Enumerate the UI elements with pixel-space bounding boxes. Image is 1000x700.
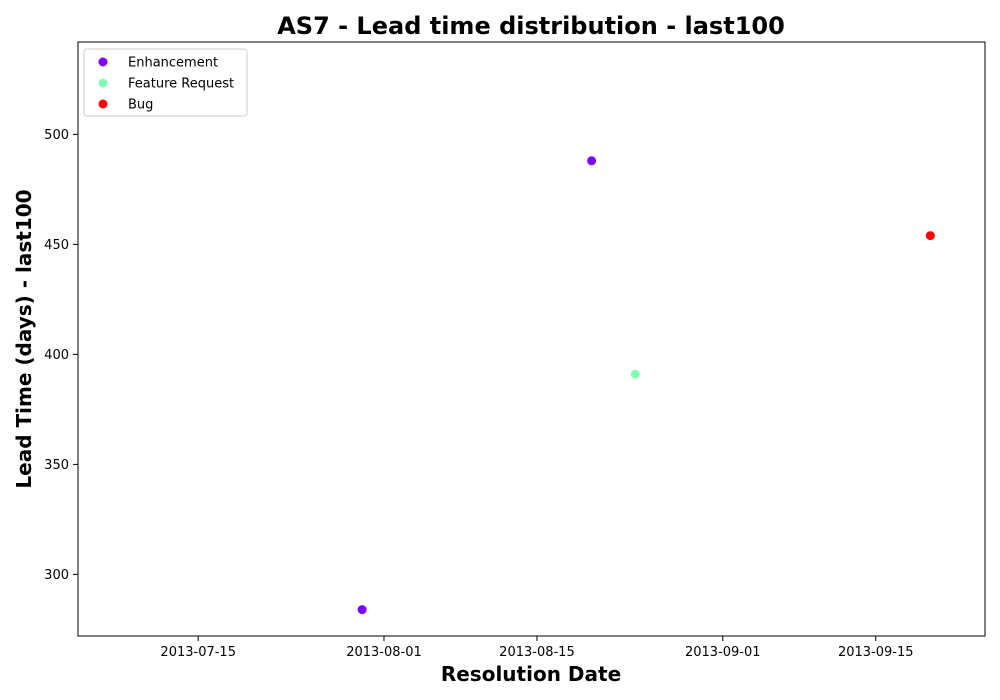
- y-tick-label: 400: [44, 348, 69, 363]
- x-axis-label: Resolution Date: [441, 662, 621, 686]
- data-point: [925, 231, 935, 241]
- y-axis: 300 350 400 450 500: [44, 128, 78, 583]
- data-point: [357, 605, 367, 615]
- legend-label: Enhancement: [128, 56, 218, 71]
- legend-marker: [98, 78, 108, 88]
- legend-box: [83, 48, 248, 117]
- y-tick-label: 450: [44, 238, 69, 253]
- x-tick-label: 2013-09-15: [838, 645, 914, 660]
- y-axis-label: Lead Time (days) - last100: [12, 189, 36, 488]
- y-tick-label: 500: [44, 128, 69, 143]
- plot-area: [77, 41, 986, 637]
- y-tick-label: 350: [44, 458, 69, 473]
- x-tick-label: 2013-07-15: [160, 645, 236, 660]
- legend-marker: [98, 99, 108, 109]
- legend: Enhancement Feature Request Bug: [83, 48, 248, 117]
- data-point: [630, 369, 640, 379]
- legend-marker: [98, 57, 108, 67]
- x-tick-label: 2013-09-01: [685, 645, 761, 660]
- x-tick-label: 2013-08-01: [346, 645, 422, 660]
- legend-label: Bug: [128, 98, 153, 113]
- chart-title: AS7 - Lead time distribution - last100: [277, 12, 785, 40]
- x-axis: 2013-07-15 2013-08-01 2013-08-15 2013-09-01…: [160, 636, 914, 660]
- legend-label: Feature Request: [128, 77, 234, 92]
- x-tick-label: 2013-08-15: [499, 645, 575, 660]
- y-tick-label: 300: [44, 568, 69, 583]
- data-point: [587, 156, 597, 166]
